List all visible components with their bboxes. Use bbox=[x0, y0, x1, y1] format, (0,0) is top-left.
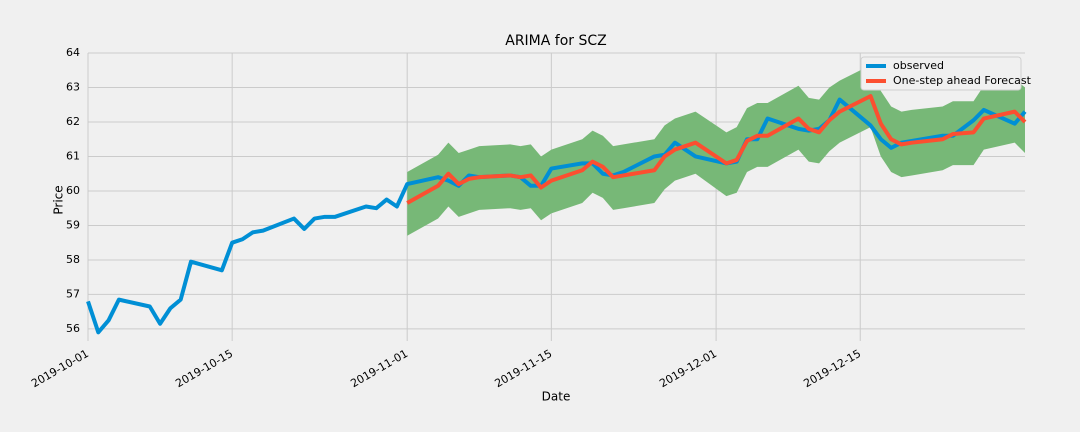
legend: observed One-step ahead Forecast bbox=[860, 56, 1032, 91]
y-tick-label: 64 bbox=[66, 46, 80, 59]
legend-box bbox=[860, 56, 1022, 91]
series-line bbox=[86, 97, 1027, 335]
y-tick-label: 56 bbox=[66, 322, 80, 335]
y-tick-label: 60 bbox=[66, 184, 80, 197]
y-tick-label: 61 bbox=[66, 149, 80, 162]
y-tick-label: 62 bbox=[66, 115, 80, 128]
y-tick-label: 57 bbox=[66, 287, 80, 300]
confidence-band bbox=[407, 65, 1025, 236]
y-tick-label: 63 bbox=[66, 80, 80, 93]
chart-title: ARIMA for SCZ bbox=[505, 33, 607, 49]
legend-label: One-step ahead Forecast bbox=[893, 74, 1032, 87]
y-tick-label: 58 bbox=[66, 253, 80, 266]
series-line bbox=[406, 94, 1027, 205]
y-tick-label: 59 bbox=[66, 218, 80, 231]
plot bbox=[86, 65, 1027, 335]
legend-label: observed bbox=[893, 59, 944, 72]
x-axis-label: Date bbox=[542, 390, 571, 404]
y-axis-label: Price bbox=[52, 185, 66, 214]
